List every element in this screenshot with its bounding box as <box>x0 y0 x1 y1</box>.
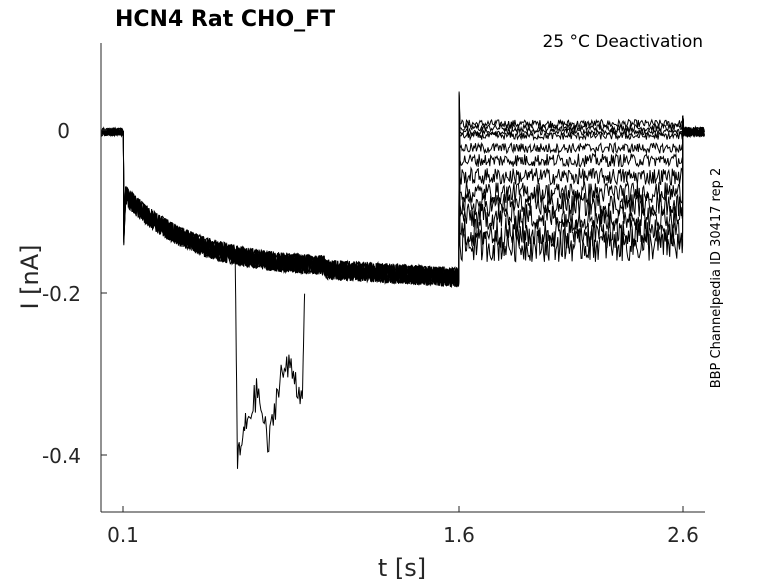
current-trace <box>100 109 705 288</box>
current-trace <box>100 93 705 287</box>
current-trace <box>100 97 705 288</box>
x-ticks: 0.1 1.6 2.6 <box>107 506 699 547</box>
current-trace <box>100 91 705 288</box>
y-tick-label-1: -0.2 <box>42 282 81 306</box>
x-tick-label-1: 1.6 <box>443 523 475 547</box>
y-axis-label: I [nA] <box>16 244 44 309</box>
y-tick-label-2: -0.4 <box>42 444 81 468</box>
x-tick-label-0: 0.1 <box>107 523 139 547</box>
chart-title: HCN4 Rat CHO_FT <box>115 7 335 32</box>
source-label: BBP Channelpedia ID 30417 rep 2 <box>709 168 724 389</box>
y-tick-label-0: 0 <box>57 119 70 143</box>
y-ticks: 0 -0.2 -0.4 <box>42 119 107 468</box>
current-traces <box>100 91 705 469</box>
x-tick-label-2: 2.6 <box>667 523 699 547</box>
chart-annotation: 25 °C Deactivation <box>542 32 703 52</box>
outlier-trace <box>234 257 306 469</box>
x-axis-label: t [s] <box>378 554 426 582</box>
